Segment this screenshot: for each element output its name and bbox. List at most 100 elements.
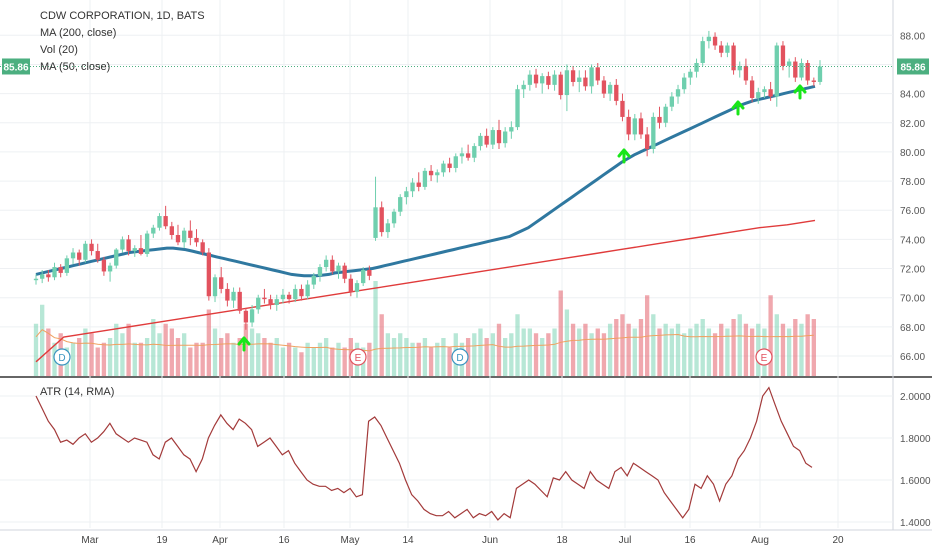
candle-body: [786, 61, 792, 66]
candle-body: [237, 291, 242, 311]
candle-body: [515, 89, 520, 128]
candle-body: [657, 116, 662, 123]
time-tick-label: Jul: [619, 535, 632, 546]
time-tick-label: 16: [278, 535, 290, 546]
volume-bar: [688, 328, 693, 376]
ma200-legend[interactable]: MA (200, close): [40, 27, 117, 39]
candle-body: [181, 230, 187, 243]
volume-bar: [435, 342, 440, 376]
volume-bar: [422, 338, 428, 376]
volume-bar: [607, 323, 613, 376]
volume-bar: [101, 342, 107, 376]
time-tick-label: Apr: [212, 535, 228, 546]
candle-body: [138, 248, 144, 254]
candle-body: [305, 284, 310, 297]
candle-body: [780, 45, 786, 66]
volume-bar: [589, 333, 594, 376]
atr-legend[interactable]: ATR (14, RMA): [40, 386, 115, 398]
volume-bar: [120, 333, 125, 376]
volume-bar: [293, 347, 298, 376]
candle-body: [546, 76, 551, 85]
volume-bar: [77, 338, 82, 376]
candle-body: [768, 89, 773, 97]
volume-bar: [256, 333, 261, 376]
arrow-annotation-icon: [617, 148, 631, 164]
candle-body: [101, 259, 107, 272]
candle-body: [107, 265, 113, 272]
candle-body: [268, 299, 273, 305]
volume-bar: [496, 323, 502, 376]
volume-bar: [731, 319, 736, 376]
volume-bar: [317, 342, 323, 376]
time-tick-label: 20: [832, 535, 844, 546]
volume-bar: [225, 333, 230, 376]
volume-bar: [385, 333, 391, 376]
candle-body: [144, 233, 150, 254]
volume-bar: [268, 342, 273, 376]
earnings-label: E: [761, 353, 768, 364]
candle-body: [385, 223, 391, 233]
volume-bar: [669, 328, 675, 376]
volume-bar: [219, 338, 224, 376]
atr-tick-label: 1.8000: [900, 434, 931, 445]
event-marker: [349, 348, 367, 366]
candle-body: [95, 251, 100, 260]
volume-legend[interactable]: Vol (20): [40, 44, 78, 56]
candle-body: [577, 77, 582, 82]
volume-bar: [533, 333, 539, 376]
volume-bar: [126, 323, 131, 376]
time-tick-label: 19: [156, 535, 168, 546]
volume-bar: [694, 323, 699, 376]
volume-bar: [626, 323, 631, 376]
volume-bar: [712, 333, 718, 376]
candle-body: [509, 127, 514, 132]
price-tick-label: 66.00: [900, 352, 925, 363]
volume-bar: [367, 342, 372, 376]
candle-body: [595, 67, 600, 81]
price-tick-label: 88.00: [900, 31, 925, 42]
volume-bar: [521, 328, 526, 376]
volume-bar: [737, 314, 742, 376]
candle-body: [675, 89, 681, 97]
candle-body: [151, 227, 156, 234]
atr-tick-label: 2.0000: [900, 392, 931, 403]
volume-bar: [768, 295, 773, 376]
candle-body: [157, 216, 162, 228]
volume-bar: [342, 347, 347, 376]
volume-bar: [107, 338, 113, 376]
candle-body: [478, 135, 483, 147]
candle-body: [323, 259, 329, 268]
volume-bar: [570, 323, 576, 376]
candle-body: [521, 84, 526, 90]
volume-bar: [447, 347, 452, 376]
candle-body: [472, 146, 477, 158]
atr-tick-label: 1.4000: [900, 518, 931, 529]
volume-bar: [700, 319, 705, 376]
candle-body: [725, 45, 730, 53]
earnings-label: E: [355, 353, 362, 364]
volume-bar: [428, 347, 434, 376]
candle-body: [243, 310, 249, 323]
volume-bar: [157, 333, 162, 376]
volume-bar: [114, 323, 119, 376]
candle-body: [583, 77, 588, 87]
volume-bar: [398, 333, 403, 376]
candle-body: [317, 267, 323, 276]
dividend-label: D: [456, 353, 463, 364]
volume-bar: [558, 290, 563, 376]
candle-body: [447, 163, 452, 168]
last-price-label-left: 85.86: [3, 62, 28, 73]
candle-body: [564, 70, 570, 96]
time-tick-label: 16: [684, 535, 696, 546]
volume-bar: [169, 328, 174, 376]
price-tick-label: 84.00: [900, 90, 925, 101]
candle-body: [293, 288, 298, 300]
volume-bar: [416, 342, 421, 376]
ma50-line: [35, 84, 816, 278]
symbol-title[interactable]: CDW CORPORATION, 1D, BATS: [40, 10, 205, 22]
volume-bar: [181, 333, 187, 376]
volume-bar: [484, 338, 489, 376]
ma50-legend[interactable]: MA (50, close): [40, 61, 111, 73]
